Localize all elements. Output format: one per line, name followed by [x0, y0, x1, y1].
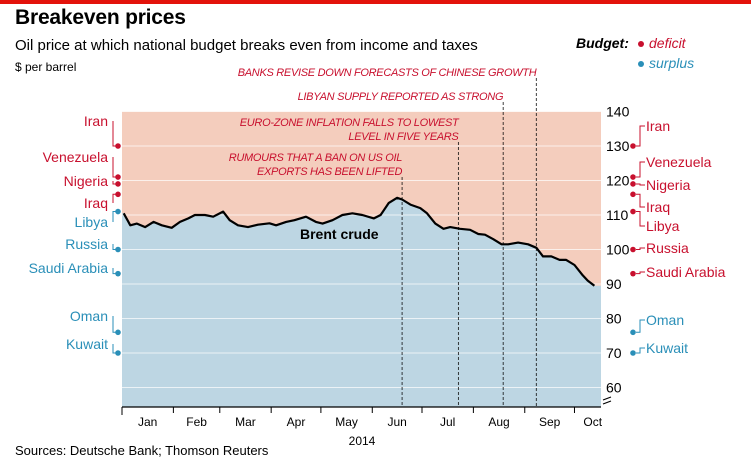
source-note: Sources: Deutsche Bank; Thomson Reuters — [15, 443, 269, 458]
left-dot-oman — [115, 329, 121, 336]
x-tick-label-may: May — [335, 415, 358, 429]
y-tick-label-130: 130 — [606, 138, 630, 154]
x-tick-label-jun: Jun — [387, 415, 406, 429]
y-tick-label-100: 100 — [606, 242, 630, 258]
right-dot-libya — [630, 208, 636, 215]
annotation-text-0-0: RUMOURS THAT A BAN ON US OIL — [229, 152, 403, 164]
y-tick-label-80: 80 — [606, 311, 622, 327]
annotation-text-1-0: EURO-ZONE INFLATION FALLS TO LOWEST — [240, 117, 460, 129]
left-country-venezuela: Venezuela — [43, 149, 109, 165]
annotation-text-3-0: BANKS REVISE DOWN FORECASTS OF CHINESE G… — [238, 67, 537, 79]
left-leader-russia — [112, 244, 116, 250]
right-country-saudi-arabia: Saudi Arabia — [646, 264, 726, 280]
legend-title: Budget: — [576, 35, 629, 51]
deficit-area — [122, 111, 601, 286]
x-tick-label-aug: Aug — [488, 415, 509, 429]
y-units-label: $ per barrel — [15, 60, 77, 74]
right-leader-saudi-arabia — [636, 271, 645, 275]
left-country-iran: Iran — [84, 113, 108, 129]
right-country-kuwait: Kuwait — [646, 340, 688, 356]
x-tick-label-oct: Oct — [583, 415, 602, 429]
right-country-iran: Iran — [646, 118, 670, 134]
surplus-area — [122, 197, 601, 407]
right-dot-iraq — [630, 191, 636, 198]
left-country-nigeria: Nigeria — [64, 173, 109, 189]
chart-title: Breakeven prices — [15, 6, 186, 29]
right-leader-libya — [636, 211, 645, 227]
y-tick-label-60: 60 — [606, 380, 622, 396]
right-dot-saudi-arabia — [630, 270, 636, 277]
right-leader-nigeria — [636, 183, 645, 186]
left-dot-saudi-arabia — [115, 270, 121, 277]
left-dot-nigeria — [115, 181, 121, 187]
x-tick-label-feb: Feb — [186, 415, 207, 429]
y-tick-label-70: 70 — [606, 345, 622, 361]
x-tick-label-sep: Sep — [539, 415, 561, 429]
right-dot-oman — [630, 329, 636, 336]
chart-subtitle: Oil price at which national budget break… — [15, 37, 478, 54]
left-leader-iraq — [112, 193, 116, 203]
legend-item-surplus: surplus — [638, 55, 694, 71]
right-leader-venezuela — [636, 161, 645, 178]
right-country-oman: Oman — [646, 312, 684, 328]
legend-label-surplus: surplus — [649, 55, 695, 71]
right-country-venezuela: Venezuela — [646, 154, 712, 170]
left-leader-oman — [112, 316, 116, 333]
left-country-kuwait: Kuwait — [66, 336, 108, 352]
legend-label-deficit: deficit — [649, 35, 686, 51]
left-dot-iraq — [115, 191, 121, 198]
left-leader-nigeria — [112, 181, 116, 185]
right-leader-iraq — [636, 193, 645, 208]
brent-crude-line — [122, 196, 596, 287]
left-country-oman: Oman — [70, 308, 108, 324]
left-dot-russia — [115, 246, 121, 253]
y-tick-label-140: 140 — [606, 104, 630, 120]
right-dot-russia — [630, 246, 636, 253]
left-leader-saudi-arabia — [112, 268, 116, 275]
annotation-text-2-0: LIBYAN SUPPLY REPORTED AS STRONG — [298, 91, 504, 103]
surplus-dot-icon — [638, 61, 644, 68]
left-leader-venezuela — [112, 157, 116, 178]
left-leader-libya — [112, 211, 116, 222]
right-country-nigeria: Nigeria — [646, 177, 691, 193]
x-tick-label-mar: Mar — [235, 415, 256, 429]
left-dot-iran — [115, 143, 121, 149]
y-tick-label-120: 120 — [606, 173, 630, 189]
x-tick-label-jan: Jan — [138, 415, 157, 429]
y-tick-label-90: 90 — [606, 276, 622, 292]
right-leader-russia — [636, 247, 645, 250]
axis-break-icon — [602, 396, 612, 405]
left-country-saudi-arabia: Saudi Arabia — [29, 260, 109, 276]
deficit-dot-icon — [638, 41, 644, 48]
series-label-brent-crude: Brent crude — [300, 226, 379, 242]
right-dot-iran — [630, 143, 636, 149]
left-dot-libya — [115, 208, 121, 215]
left-dot-venezuela — [115, 174, 121, 180]
brand-bar — [0, 0, 751, 4]
right-leader-iran — [636, 125, 645, 147]
x-tick-label-jul: Jul — [440, 415, 455, 429]
left-country-libya: Libya — [75, 214, 109, 230]
right-leader-kuwait — [636, 347, 645, 354]
left-country-iraq: Iraq — [84, 195, 108, 211]
right-dot-venezuela — [630, 174, 636, 180]
right-dot-nigeria — [630, 181, 636, 187]
right-dot-kuwait — [630, 350, 636, 356]
annotation-text-0-1: EXPORTS HAS BEEN LIFTED — [257, 166, 402, 178]
left-leader-kuwait — [112, 344, 116, 354]
right-country-russia: Russia — [646, 240, 689, 256]
right-country-libya: Libya — [646, 218, 680, 234]
legend-item-deficit: deficit — [638, 35, 686, 51]
left-dot-kuwait — [115, 350, 121, 356]
x-tick-label-apr: Apr — [287, 415, 306, 429]
x-year-label: 2014 — [349, 434, 376, 448]
right-leader-oman — [636, 319, 645, 333]
annotation-text-1-1: LEVEL IN FIVE YEARS — [348, 131, 459, 143]
left-leader-iran — [112, 121, 116, 147]
right-country-iraq: Iraq — [646, 199, 670, 215]
y-tick-label-110: 110 — [606, 207, 629, 223]
left-country-russia: Russia — [65, 236, 108, 252]
